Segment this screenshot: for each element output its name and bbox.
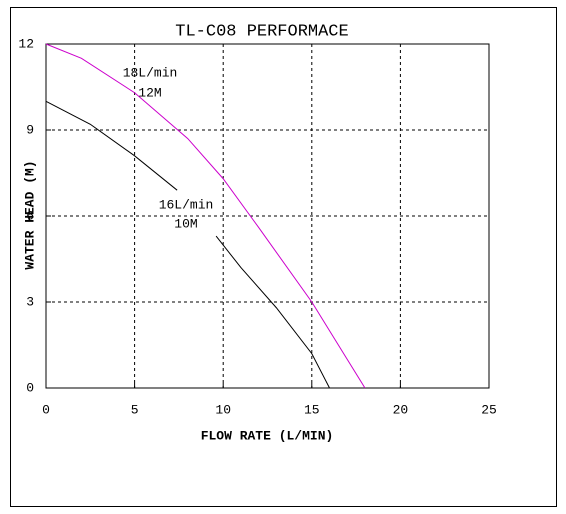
annotation: 16L/min (159, 197, 214, 212)
annotation: 18L/min (123, 65, 178, 80)
y-axis-label: WATER HEAD (M) (22, 160, 37, 269)
y-tick-label: 12 (18, 36, 34, 51)
x-tick-label: 25 (481, 402, 497, 417)
chart-title: TL-C08 PERFORMACE (175, 22, 348, 41)
annotation: 10M (174, 216, 197, 231)
x-tick-label: 15 (304, 402, 320, 417)
x-tick-label: 10 (215, 402, 231, 417)
annotation: 12M (138, 85, 161, 100)
y-tick-label: 6 (26, 208, 34, 223)
x-tick-label: 0 (42, 402, 50, 417)
series-line (45, 43, 366, 389)
series-line (45, 100, 330, 389)
x-tick-label: 20 (393, 402, 409, 417)
y-tick-label: 0 (26, 380, 34, 395)
y-tick-label: 9 (26, 122, 34, 137)
x-tick-label: 5 (131, 402, 139, 417)
y-tick-label: 3 (26, 294, 34, 309)
x-axis-label: FLOW RATE (L/MIN) (201, 428, 334, 443)
chart-border (10, 7, 557, 507)
